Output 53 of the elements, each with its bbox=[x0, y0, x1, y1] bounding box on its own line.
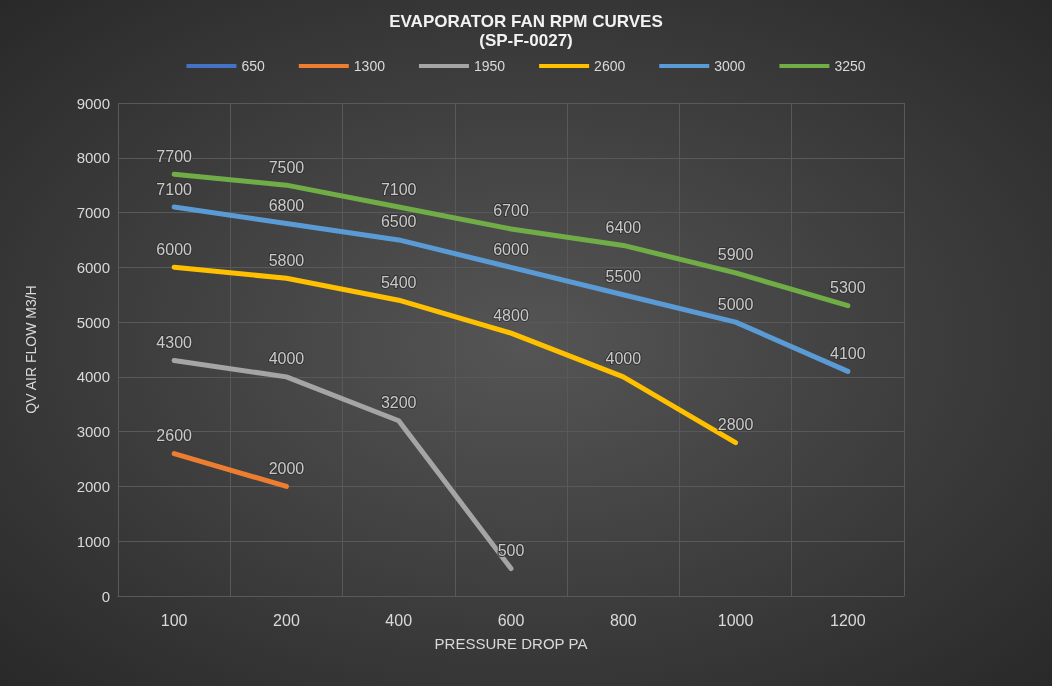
data-label: 6700 bbox=[493, 202, 529, 220]
x-axis-title: PRESSURE DROP PA bbox=[434, 635, 588, 652]
data-label: 2600 bbox=[156, 427, 193, 445]
y-tick-label: 1000 bbox=[76, 532, 110, 550]
x-tick-label: 100 bbox=[160, 611, 188, 629]
data-label: 5000 bbox=[717, 295, 754, 313]
data-label: 500 bbox=[497, 542, 525, 560]
legend-label: 3000 bbox=[714, 58, 746, 74]
legend-label: 650 bbox=[241, 58, 266, 74]
data-label: 7700 bbox=[156, 147, 193, 165]
data-label: 4000 bbox=[268, 350, 305, 368]
data-label: 4000 bbox=[605, 350, 642, 368]
y-axis-title: QV AIR FLOW M3/H bbox=[23, 285, 39, 414]
x-tick-label: 400 bbox=[385, 611, 413, 629]
data-label: 6400 bbox=[605, 218, 642, 236]
data-label: 6500 bbox=[380, 213, 417, 231]
legend-label: 1300 bbox=[353, 58, 386, 74]
y-tick-label: 7000 bbox=[76, 204, 110, 222]
data-label: 5500 bbox=[605, 268, 642, 286]
y-tick-label: 6000 bbox=[76, 258, 110, 276]
data-label: 6000 bbox=[493, 240, 529, 258]
data-label: 4300 bbox=[156, 333, 193, 351]
data-label: 4100 bbox=[830, 344, 866, 362]
data-label: 3200 bbox=[380, 394, 417, 412]
data-label: 6000 bbox=[156, 240, 193, 258]
y-tick-label: 0 bbox=[101, 587, 110, 605]
data-label: 2800 bbox=[717, 416, 754, 434]
data-label: 5300 bbox=[830, 279, 866, 297]
y-tick-label: 8000 bbox=[76, 149, 110, 167]
data-label: 2000 bbox=[268, 459, 305, 477]
data-label: 5900 bbox=[717, 246, 754, 264]
y-tick-label: 5000 bbox=[76, 313, 110, 331]
data-label: 7500 bbox=[268, 158, 305, 176]
data-label: 5400 bbox=[380, 273, 417, 291]
x-tick-label: 200 bbox=[273, 611, 300, 629]
data-label: 7100 bbox=[156, 180, 193, 198]
data-label: 6800 bbox=[268, 197, 305, 215]
legend-label: 3250 bbox=[834, 58, 866, 74]
x-tick-label: 1200 bbox=[830, 611, 866, 629]
data-label: 5800 bbox=[268, 251, 305, 269]
legend-label: 1950 bbox=[473, 58, 506, 74]
data-label: 7100 bbox=[380, 180, 417, 198]
data-label: 4800 bbox=[493, 306, 529, 324]
chart-subtitle: (SP-F-0027) bbox=[479, 31, 573, 50]
y-tick-label: 3000 bbox=[76, 423, 110, 441]
legend-label: 2600 bbox=[594, 58, 626, 74]
y-tick-label: 4000 bbox=[76, 368, 110, 386]
y-tick-label: 2000 bbox=[76, 477, 110, 495]
y-tick-label: 9000 bbox=[76, 94, 110, 112]
x-tick-label: 800 bbox=[609, 611, 637, 629]
x-tick-label: 600 bbox=[497, 611, 525, 629]
x-tick-label: 1000 bbox=[717, 611, 754, 629]
chart-title: EVAPORATOR FAN RPM CURVES bbox=[389, 12, 663, 31]
